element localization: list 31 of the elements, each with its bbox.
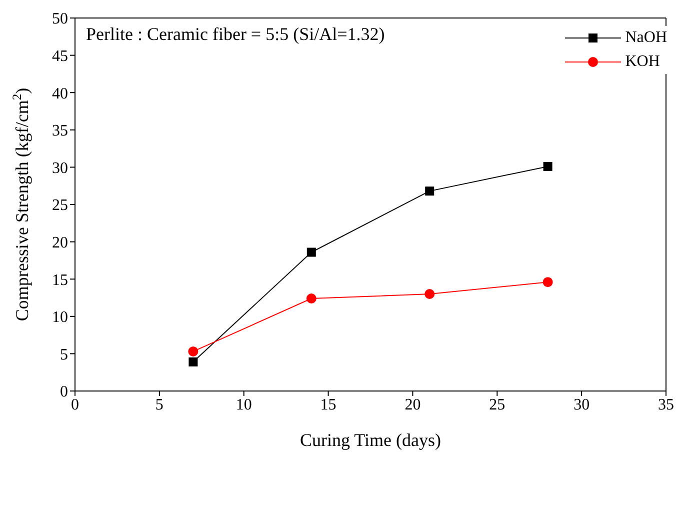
x-tick-label: 25 (489, 396, 506, 414)
y-tick-label: 40 (52, 85, 68, 102)
point (306, 248, 316, 257)
y-tick-label: 35 (52, 122, 68, 140)
point (542, 277, 553, 288)
y-tick-label: 5 (60, 346, 68, 364)
y-tick-label: 0 (60, 384, 68, 401)
y-tick-label: 20 (52, 234, 68, 252)
legend-label: NaOH (625, 29, 667, 47)
point (306, 293, 316, 304)
x-tick-label: 35 (658, 396, 674, 414)
y-tick-label: 10 (52, 309, 68, 326)
x-tick-label: 30 (574, 396, 590, 414)
point (188, 346, 198, 356)
x-tick-label: 15 (320, 396, 336, 414)
point (543, 162, 552, 171)
x-tick-label: 10 (236, 396, 252, 414)
y-tick-label: 50 (52, 10, 68, 28)
y-tick-label: 15 (52, 272, 68, 289)
x-tick-label: 0 (71, 396, 79, 414)
x-tick-label: 5 (155, 396, 164, 414)
x-axis-title: Curing Time (days) (300, 430, 442, 450)
y-tick-label: 25 (52, 197, 68, 214)
point (188, 357, 198, 366)
legend-label: KOH (625, 53, 660, 71)
y-tick-label: 30 (52, 160, 68, 177)
point (424, 289, 435, 300)
y-tick-label: 45 (52, 48, 68, 65)
point (425, 186, 434, 196)
x-tick-label: 20 (404, 396, 421, 414)
annotation: Perlite : Ceramic fiber = 5:5 (Si/Al=1.32) (86, 24, 385, 45)
